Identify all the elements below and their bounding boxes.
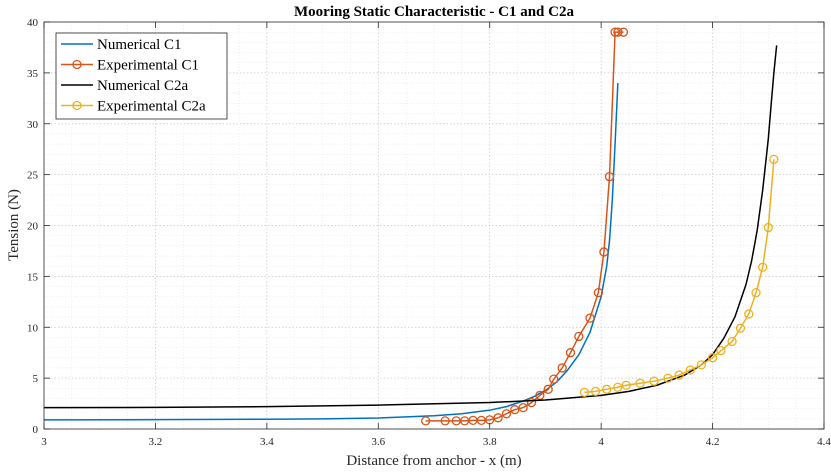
legend-label-experimental-c1: Experimental C1 <box>97 58 199 74</box>
x-tick-label: 4.2 <box>706 436 720 448</box>
data-point-experimental-c1 <box>599 247 609 257</box>
data-point-experimental-c1 <box>557 363 567 373</box>
data-point-experimental-c1 <box>613 27 623 37</box>
x-axis-label: Distance from anchor - x (m) <box>346 453 521 469</box>
x-tick-label: 3 <box>41 436 47 448</box>
y-tick-label: 30 <box>27 119 39 131</box>
data-point-experimental-c1 <box>565 348 576 358</box>
data-point-experimental-c2a <box>685 365 695 375</box>
data-point-experimental-c1 <box>604 172 615 182</box>
chart-title: Mooring Static Characteristic - C1 and C… <box>294 4 574 20</box>
data-point-experimental-c1 <box>510 405 520 415</box>
data-point-experimental-c2a <box>649 376 659 386</box>
data-point-experimental-c2a <box>769 154 779 165</box>
series-layer <box>43 27 779 426</box>
data-point-experimental-c1 <box>518 402 528 413</box>
data-point-experimental-c2a <box>727 336 737 347</box>
y-tick-label: 25 <box>27 170 39 182</box>
x-tick-label: 4.4 <box>817 436 831 448</box>
legend-marker-experimental-c1 <box>72 59 82 70</box>
data-point-experimental-c2a <box>674 370 684 380</box>
data-point-experimental-c2a <box>735 323 746 333</box>
x-tick-label: 4 <box>598 436 604 448</box>
data-point-experimental-c2a <box>696 360 707 370</box>
data-point-experimental-c1 <box>593 288 604 298</box>
x-tick-label: 3.8 <box>483 436 497 448</box>
data-point-experimental-c2a <box>635 378 645 388</box>
data-point-experimental-c1 <box>574 331 584 342</box>
data-point-experimental-c1 <box>526 397 537 408</box>
data-point-experimental-c2a <box>602 384 612 394</box>
legend-marker-experimental-c2a <box>72 100 82 111</box>
data-point-experimental-c2a <box>579 387 590 398</box>
data-point-experimental-c2a <box>621 380 631 390</box>
x-tick-label: 3.4 <box>260 436 274 448</box>
series-line-numerical-c2a <box>43 45 778 409</box>
data-point-experimental-c1 <box>535 390 545 401</box>
x-tick-label: 3.2 <box>149 436 163 448</box>
y-tick-label: 5 <box>33 373 39 385</box>
data-point-experimental-c1 <box>440 416 450 426</box>
legend-label-experimental-c2a: Experimental C2a <box>97 99 206 115</box>
y-tick-label: 0 <box>33 424 39 436</box>
data-point-experimental-c2a <box>751 288 761 298</box>
y-tick-label: 10 <box>27 322 39 334</box>
legend: Numerical C1 Experimental C1 Numerical C2a… <box>55 32 228 120</box>
data-point-experimental-c1 <box>618 27 629 37</box>
y-axis-label: Tension (N) <box>6 189 22 261</box>
data-point-experimental-c1 <box>585 313 595 323</box>
y-tick-label: 40 <box>27 17 39 29</box>
data-point-experimental-c2a <box>763 222 773 233</box>
data-point-experimental-c2a <box>744 309 754 319</box>
data-point-experimental-c1 <box>493 413 503 423</box>
legend-label-numerical-c2a: Numerical C2a <box>97 78 189 94</box>
legend-box <box>55 32 228 120</box>
data-point-experimental-c1 <box>549 374 559 384</box>
data-point-experimental-c2a <box>613 382 623 392</box>
data-point-experimental-c2a <box>716 346 726 356</box>
y-tick-label: 20 <box>27 221 39 233</box>
legend-label-numerical-c1: Numerical C1 <box>97 37 182 53</box>
data-point-experimental-c2a <box>707 353 718 363</box>
x-tick-label: 3.6 <box>371 436 385 448</box>
data-point-experimental-c1 <box>420 416 431 426</box>
data-point-experimental-c1 <box>543 384 553 394</box>
data-point-experimental-c2a <box>758 262 768 272</box>
data-point-experimental-c2a <box>663 373 673 383</box>
y-tick-label: 15 <box>27 271 39 283</box>
series-line-experimental-c1 <box>425 31 624 422</box>
data-point-experimental-c2a <box>590 386 601 397</box>
data-point-experimental-c1 <box>501 409 512 419</box>
y-tick-label: 35 <box>27 68 39 80</box>
ticks: 3 3.2 3.4 3.6 3.8 4 4.2 4.4 0 5 10 15 20 25 30 35 40 <box>27 17 831 448</box>
